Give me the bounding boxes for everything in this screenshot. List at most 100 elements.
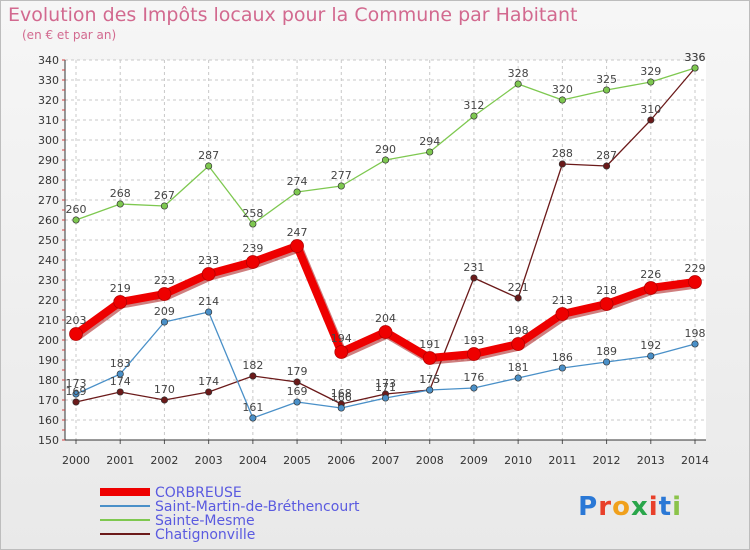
proxiti-logo: Proxiti bbox=[578, 492, 682, 522]
data-label: 226 bbox=[640, 268, 661, 281]
data-point bbox=[514, 294, 522, 302]
x-tick-label: 2000 bbox=[62, 454, 90, 467]
data-label: 198 bbox=[685, 327, 706, 340]
axes: 150 160 170 180 190 200 210 220 230 240 250 260 270 2… bbox=[38, 54, 709, 467]
data-point bbox=[157, 287, 172, 301]
x-tick-label: 2004 bbox=[239, 454, 267, 467]
data-point bbox=[293, 378, 301, 386]
data-point bbox=[643, 281, 658, 295]
data-label: 174 bbox=[110, 375, 131, 388]
data-point bbox=[201, 267, 216, 281]
data-point bbox=[337, 182, 345, 190]
x-tick-label: 2009 bbox=[460, 454, 488, 467]
data-point bbox=[116, 370, 124, 378]
data-point bbox=[426, 386, 434, 394]
y-tick-label: 280 bbox=[38, 174, 59, 187]
data-label: 328 bbox=[508, 67, 529, 80]
y-tick-label: 250 bbox=[38, 234, 59, 247]
x-tick-label: 2014 bbox=[681, 454, 709, 467]
data-point bbox=[511, 337, 525, 351]
data-label: 239 bbox=[242, 242, 263, 255]
data-label: 182 bbox=[242, 359, 263, 372]
y-tick-label: 150 bbox=[38, 434, 59, 447]
data-point bbox=[160, 396, 168, 404]
logo-letter: r bbox=[598, 492, 613, 522]
logo-letter: t bbox=[658, 492, 673, 522]
y-tick-label: 190 bbox=[38, 354, 59, 367]
data-label: 267 bbox=[154, 189, 175, 202]
data-label: 193 bbox=[463, 334, 484, 347]
data-point bbox=[249, 220, 257, 228]
x-tick-label: 2007 bbox=[372, 454, 400, 467]
data-point bbox=[246, 255, 260, 269]
data-point bbox=[558, 364, 566, 372]
data-label: 161 bbox=[242, 401, 263, 414]
y-tick-label: 230 bbox=[38, 274, 59, 287]
data-label: 173 bbox=[375, 377, 396, 390]
data-label: 258 bbox=[242, 207, 263, 220]
data-point bbox=[470, 274, 478, 282]
legend: CORBREUSESaint-Martin-de-BréthencourtSai… bbox=[100, 485, 360, 543]
data-label: 174 bbox=[198, 375, 219, 388]
data-point bbox=[116, 388, 124, 396]
y-tick-label: 320 bbox=[38, 94, 59, 107]
data-point bbox=[470, 112, 478, 120]
data-point bbox=[558, 160, 566, 168]
y-tick-label: 210 bbox=[38, 314, 59, 327]
logo-letter: o bbox=[612, 492, 631, 522]
data-point bbox=[290, 239, 304, 253]
data-label: 277 bbox=[331, 169, 352, 182]
data-point bbox=[205, 162, 213, 170]
y-tick-label: 270 bbox=[38, 194, 59, 207]
data-point bbox=[378, 325, 393, 339]
data-label: 175 bbox=[419, 373, 440, 386]
data-label: 288 bbox=[552, 147, 573, 160]
y-tick-label: 240 bbox=[38, 254, 59, 267]
data-label: 218 bbox=[596, 284, 617, 297]
data-point bbox=[72, 390, 80, 398]
x-tick-label: 2011 bbox=[548, 454, 576, 467]
y-tick-label: 300 bbox=[38, 134, 59, 147]
data-label: 287 bbox=[198, 149, 219, 162]
x-tick-label: 2002 bbox=[150, 454, 178, 467]
legend-label: CORBREUSE bbox=[155, 485, 242, 501]
data-label: 260 bbox=[66, 203, 87, 216]
data-point bbox=[337, 404, 345, 412]
data-label: 329 bbox=[640, 65, 661, 78]
legend-label: Chatignonville bbox=[155, 527, 255, 543]
data-point bbox=[249, 372, 257, 380]
data-point bbox=[470, 384, 478, 392]
logo-letter: i bbox=[648, 492, 659, 522]
data-label: 181 bbox=[508, 361, 529, 374]
data-label: 168 bbox=[331, 387, 352, 400]
data-point bbox=[249, 414, 257, 422]
data-label: 310 bbox=[640, 103, 661, 116]
grid bbox=[65, 59, 706, 441]
plot-area bbox=[65, 60, 706, 440]
data-labels: 169 174 170 174 182 179 168 173 175 231 221 288 287 3… bbox=[66, 51, 706, 414]
data-point bbox=[603, 358, 611, 366]
x-tick-label: 2013 bbox=[637, 454, 665, 467]
data-label: 290 bbox=[375, 143, 396, 156]
y-tick-label: 180 bbox=[38, 374, 59, 387]
data-label: 183 bbox=[110, 357, 131, 370]
data-label: 170 bbox=[154, 383, 175, 396]
data-point bbox=[426, 148, 434, 156]
data-label: 209 bbox=[154, 305, 175, 318]
legend-label: Sainte-Mesme bbox=[155, 513, 255, 529]
data-point bbox=[467, 347, 481, 361]
data-label: 179 bbox=[287, 365, 308, 378]
y-tick-label: 290 bbox=[38, 154, 59, 167]
data-point bbox=[647, 116, 655, 124]
data-point bbox=[603, 86, 611, 94]
data-point bbox=[555, 307, 570, 321]
data-point bbox=[334, 345, 349, 359]
data-label: 223 bbox=[154, 274, 175, 287]
y-tick-label: 200 bbox=[38, 334, 59, 347]
data-label: 287 bbox=[596, 149, 617, 162]
chart-title: Evolution des Impôts locaux pour la Comm… bbox=[8, 4, 578, 26]
data-label: 169 bbox=[66, 385, 87, 398]
data-point bbox=[691, 64, 699, 72]
data-point bbox=[160, 202, 168, 210]
